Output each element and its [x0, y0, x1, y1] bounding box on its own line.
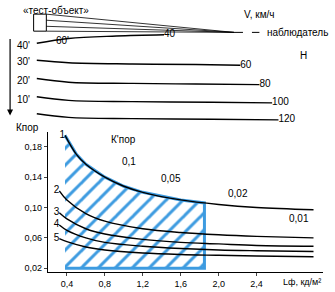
svg-text:30': 30': [17, 56, 30, 67]
svg-text:0,05: 0,05: [161, 173, 181, 184]
svg-text:Lф, кд/м²: Lф, кд/м²: [283, 277, 321, 287]
svg-text:H: H: [300, 50, 307, 61]
svg-text:0,06: 0,06: [25, 233, 43, 243]
svg-text:2,0: 2,0: [212, 279, 225, 289]
svg-text:0,1: 0,1: [122, 156, 136, 167]
svg-text:40': 40': [17, 40, 30, 51]
svg-text:Кпор: Кпор: [16, 122, 39, 133]
svg-text:1,2: 1,2: [137, 279, 150, 289]
svg-text:1,6: 1,6: [174, 279, 187, 289]
svg-text:0,02: 0,02: [25, 263, 43, 273]
svg-text:2,4: 2,4: [250, 279, 263, 289]
svg-text:10': 10': [17, 94, 30, 105]
svg-text:наблюдатель: наблюдатель: [267, 27, 328, 38]
svg-text:V, км/ч: V, км/ч: [244, 9, 275, 20]
svg-text:80: 80: [259, 78, 271, 89]
svg-text:60': 60': [56, 35, 69, 46]
svg-text:120: 120: [278, 113, 295, 124]
svg-text:0,4: 0,4: [61, 279, 74, 289]
svg-text:40: 40: [164, 28, 176, 39]
svg-text:0,01: 0,01: [289, 213, 309, 224]
svg-text:0,14: 0,14: [25, 172, 43, 182]
svg-text:«тест-объект»: «тест-объект»: [23, 5, 89, 16]
svg-text:4: 4: [54, 218, 60, 229]
svg-text:0,8: 0,8: [99, 279, 112, 289]
svg-text:60: 60: [240, 59, 252, 70]
svg-text:2: 2: [54, 184, 60, 195]
svg-text:0,18: 0,18: [25, 142, 43, 152]
svg-text:1: 1: [59, 129, 65, 140]
svg-text:20': 20': [17, 75, 30, 86]
svg-text:0,02: 0,02: [228, 188, 248, 199]
svg-text:100: 100: [272, 96, 289, 107]
svg-text:0,10: 0,10: [25, 203, 43, 213]
svg-text:5: 5: [54, 232, 60, 243]
svg-text:К'пор: К'пор: [111, 134, 136, 145]
svg-text:3: 3: [54, 206, 60, 217]
